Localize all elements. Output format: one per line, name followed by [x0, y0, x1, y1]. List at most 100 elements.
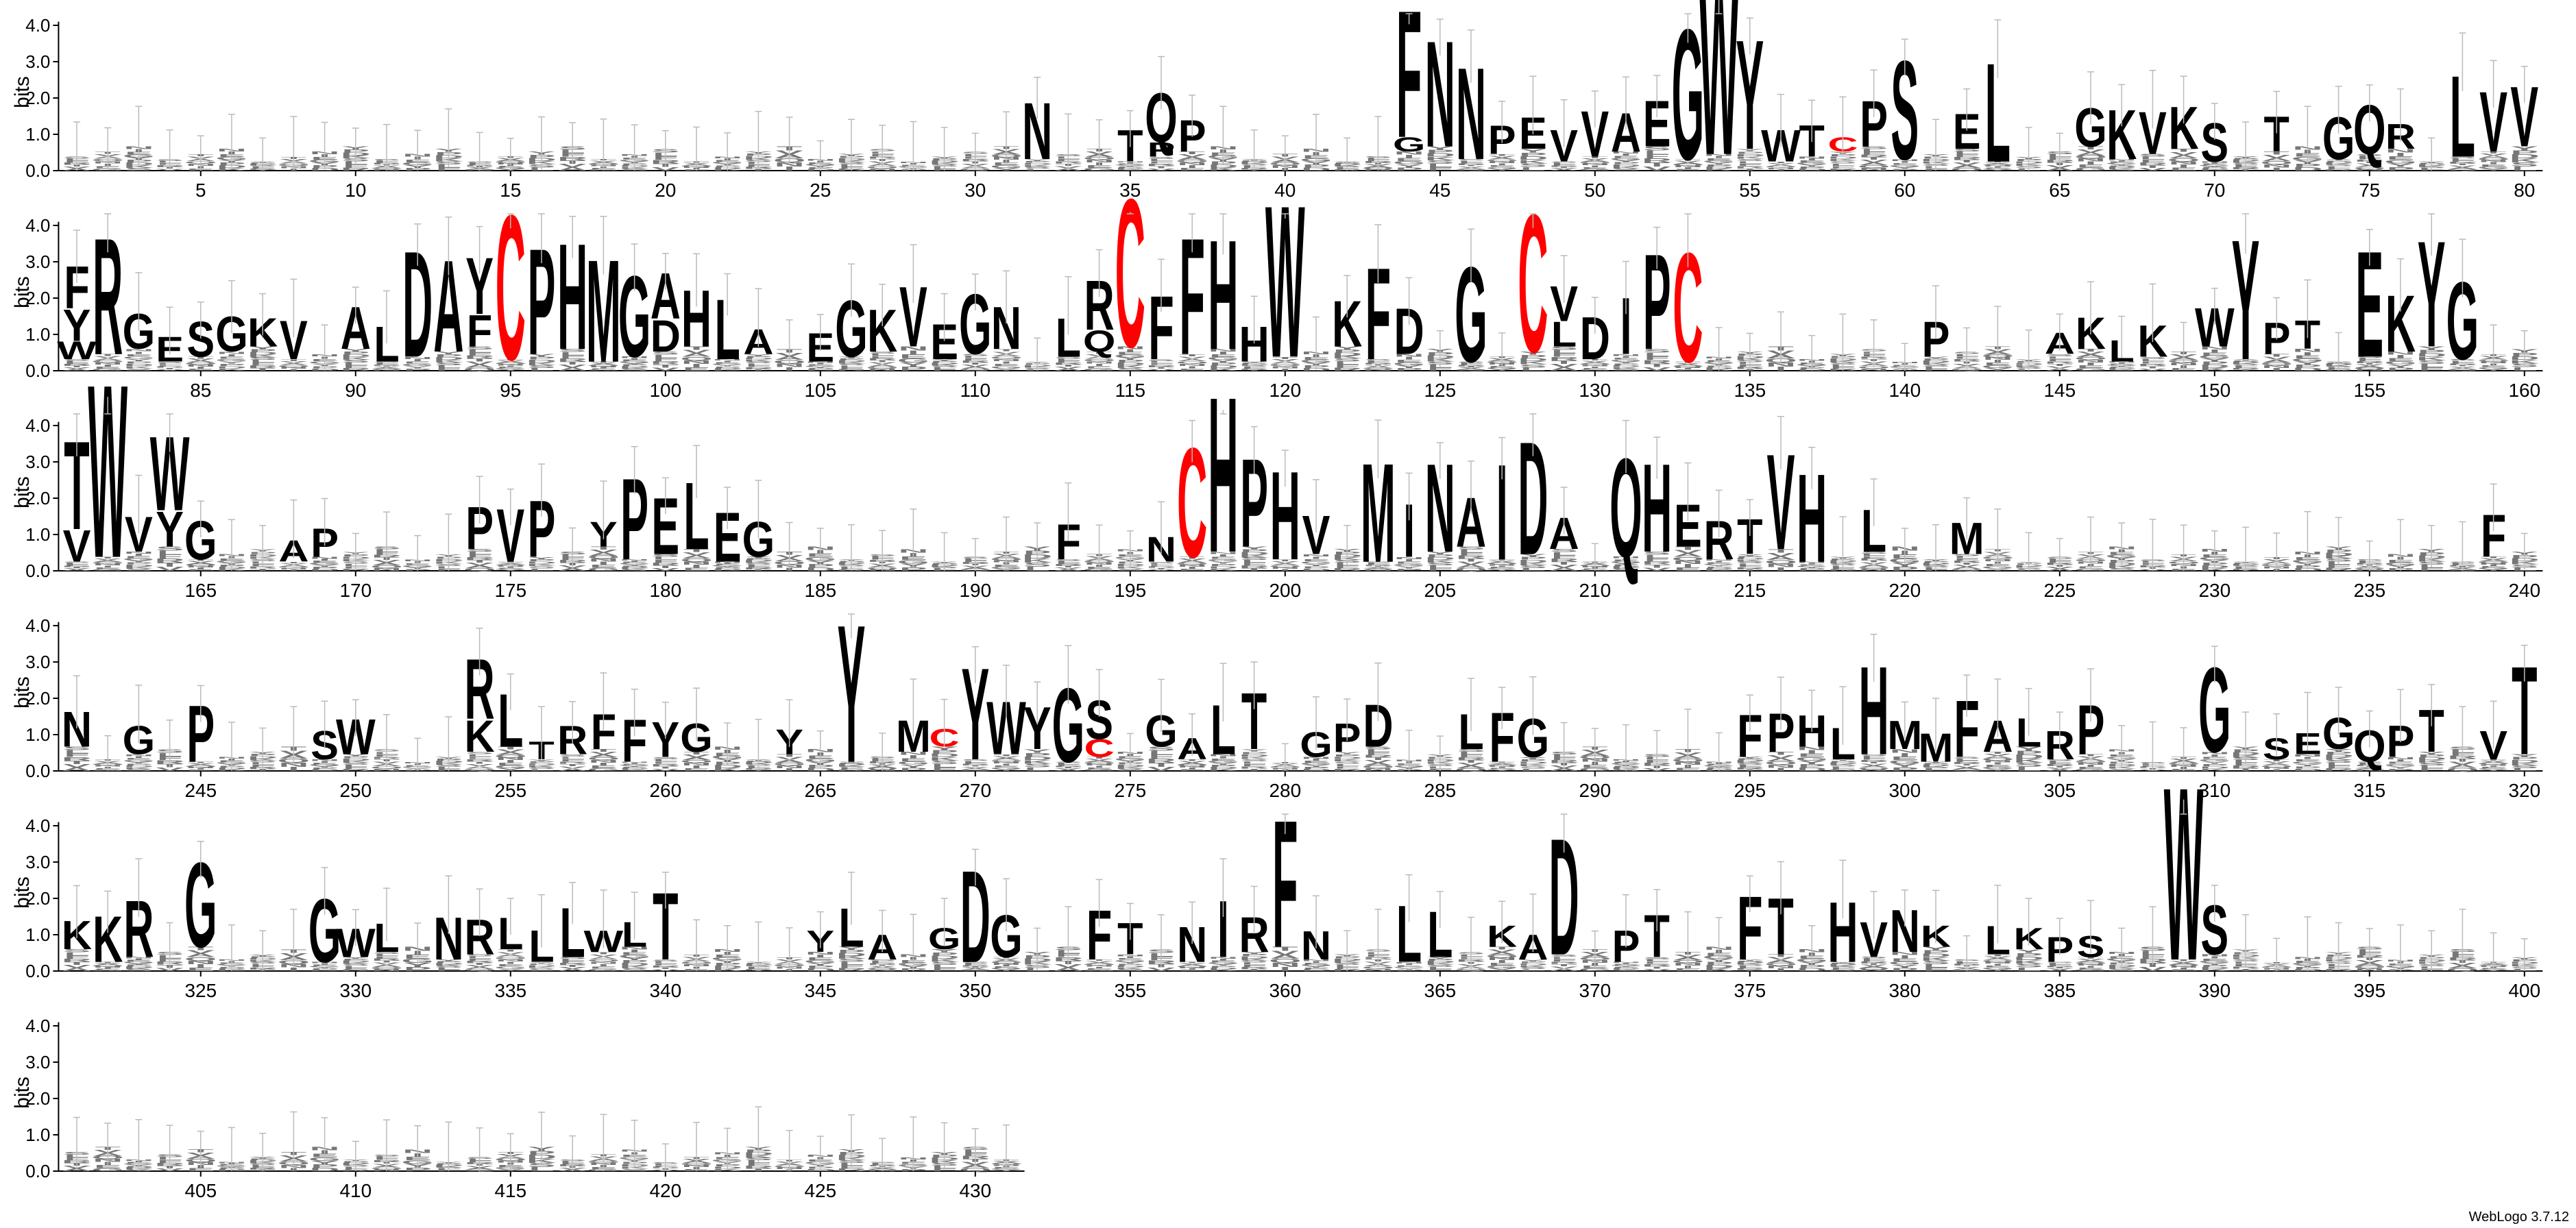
x-tick-label: 125: [1424, 380, 1456, 401]
x-tick-label: 160: [2508, 380, 2540, 401]
logo-letter: T: [1458, 164, 1483, 167]
y-tick-label: 4.0: [25, 215, 50, 236]
logo-letter: V: [559, 163, 587, 169]
x-tick-label: 420: [649, 1180, 681, 1201]
logo-letter: Q: [1455, 169, 1487, 171]
x-tick-label: 165: [184, 580, 217, 601]
logo-letter: Q: [959, 168, 992, 171]
x-tick-label: 15: [500, 180, 521, 201]
x-tick-label: 35: [1119, 180, 1141, 201]
x-tick-label: 240: [2508, 580, 2540, 601]
x-tick-label: 20: [655, 180, 676, 201]
x-tick-label: 250: [339, 780, 372, 801]
logo-letter: D: [1208, 164, 1238, 169]
y-tick-label: 3.0: [25, 852, 50, 872]
logo-letter: D: [1425, 153, 1455, 158]
logo-letter: Y: [1426, 145, 1454, 151]
logo-letter: P: [1426, 149, 1454, 154]
x-tick-label: 25: [810, 180, 831, 201]
logo-letter: W: [1699, 0, 1739, 206]
x-tick-label: 430: [959, 1180, 991, 1201]
y-tick-label: 4.0: [25, 615, 50, 636]
y-tick-label: 3.0: [25, 652, 50, 672]
y-tick-label: 4.0: [25, 1016, 50, 1036]
x-tick-label: 60: [1894, 180, 1915, 201]
x-tick-label: 205: [1424, 580, 1456, 601]
y-tick-label: 0.0: [25, 160, 50, 181]
logo-letter: S: [1426, 160, 1454, 165]
x-tick-label: 265: [804, 780, 836, 801]
x-tick-label: 140: [1888, 380, 1921, 401]
x-tick-label: 410: [339, 1180, 372, 1201]
logo-letter: I: [783, 166, 795, 172]
logo-letter: D: [1115, 167, 1145, 169]
logo-letter: C: [1518, 173, 1548, 393]
logo-letter: P: [1147, 139, 1176, 162]
logo-letter: T: [746, 168, 772, 171]
y-tick-label: 4.0: [25, 15, 50, 36]
logo-letter: T: [1148, 165, 1174, 169]
logo-letter: F: [1458, 162, 1483, 164]
y-tick-label: 4.0: [25, 815, 50, 836]
y-tick-label: 0.0: [25, 761, 50, 781]
logo-letter: N: [1177, 162, 1207, 166]
y-tick-label: 3.0: [25, 1052, 50, 1072]
x-tick-label: 360: [1269, 980, 1301, 1001]
x-tick-label: 305: [2043, 780, 2076, 801]
x-tick-label: 295: [1734, 780, 1766, 801]
x-tick-label: 365: [1424, 980, 1456, 1001]
logo-letter: N: [1115, 161, 1145, 162]
y-axis-label: bits: [11, 876, 34, 909]
x-tick-label: 405: [184, 1180, 217, 1201]
logo-letter: I: [1496, 163, 1508, 166]
x-tick-label: 65: [2049, 180, 2070, 201]
logo-letter: W: [2164, 736, 2204, 1012]
logo-letter: Y: [1519, 148, 1547, 154]
logo-letter: P: [1116, 167, 1144, 168]
logo-letter: S: [1519, 162, 1547, 168]
logo-letter: D: [1022, 162, 1052, 165]
y-axis-label: bits: [11, 276, 34, 308]
logo-letter: A: [1456, 167, 1486, 169]
logo-letter: V: [1488, 156, 1516, 158]
x-tick-label: 230: [2198, 580, 2231, 601]
x-tick-label: 105: [804, 380, 836, 401]
logo-letter: A: [1177, 156, 1207, 160]
logo-letter: E: [1488, 164, 1516, 167]
logo-letter: I: [1187, 164, 1198, 169]
logo-letter: G: [990, 164, 1023, 169]
x-tick-label: 5: [195, 180, 206, 201]
y-tick-label: 0.0: [25, 561, 50, 581]
logo-letter: W: [88, 333, 127, 609]
x-tick-label: 70: [2204, 180, 2225, 201]
logo-letter: R: [1146, 163, 1176, 167]
x-tick-label: 170: [339, 580, 372, 601]
x-tick-label: 425: [804, 1180, 836, 1201]
y-tick-label: 1.0: [25, 724, 50, 745]
x-tick-label: 225: [2043, 580, 2076, 601]
x-tick-label: 100: [649, 380, 681, 401]
x-tick-label: 415: [494, 1180, 526, 1201]
y-tick-label: 3.0: [25, 452, 50, 472]
logo-letter: V: [1457, 166, 1485, 168]
logo-letter: R: [1456, 163, 1486, 165]
x-tick-label: 45: [1429, 180, 1450, 201]
x-tick-label: 95: [500, 380, 521, 401]
x-tick-label: 185: [804, 580, 836, 601]
y-tick-label: 1.0: [25, 324, 50, 345]
logo-letter: G: [1114, 164, 1147, 166]
logo-letter: K: [1425, 156, 1456, 162]
x-tick-label: 40: [1274, 180, 1296, 201]
x-tick-label: 275: [1114, 780, 1146, 801]
y-tick-label: 1.0: [25, 924, 50, 945]
x-tick-label: 190: [959, 580, 991, 601]
logo-letter: I: [1124, 162, 1136, 164]
logo-letter: Q: [866, 165, 899, 169]
logo-letter: G: [1083, 167, 1116, 171]
logo-letter: K: [1518, 159, 1548, 164]
logo-letter: Q: [1176, 159, 1208, 163]
x-tick-label: 135: [1734, 380, 1766, 401]
